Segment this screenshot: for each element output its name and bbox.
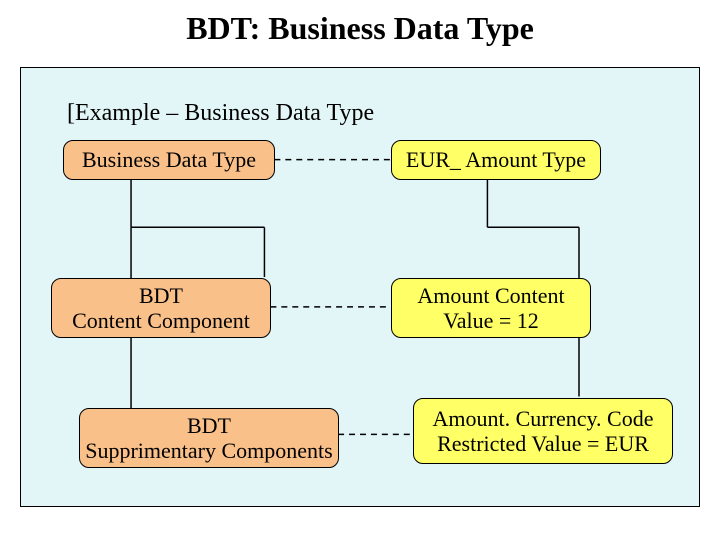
node-eur_root: EUR_ Amount Type: [391, 140, 601, 180]
node-bdt_root: Business Data Type: [63, 140, 275, 180]
node-bdt_sc: BDTSupprimentary Components: [79, 408, 339, 468]
node-amount_cc: Amount ContentValue = 12: [391, 278, 591, 338]
node-amount_sc: Amount. Currency. CodeRestricted Value =…: [413, 398, 673, 464]
diagram-panel: [Example – Business Data Type Business D…: [20, 67, 700, 507]
page-title: BDT: Business Data Type: [0, 0, 720, 57]
example-subtitle: [Example – Business Data Type: [67, 100, 374, 127]
node-bdt_cc: BDTContent Component: [51, 278, 271, 338]
